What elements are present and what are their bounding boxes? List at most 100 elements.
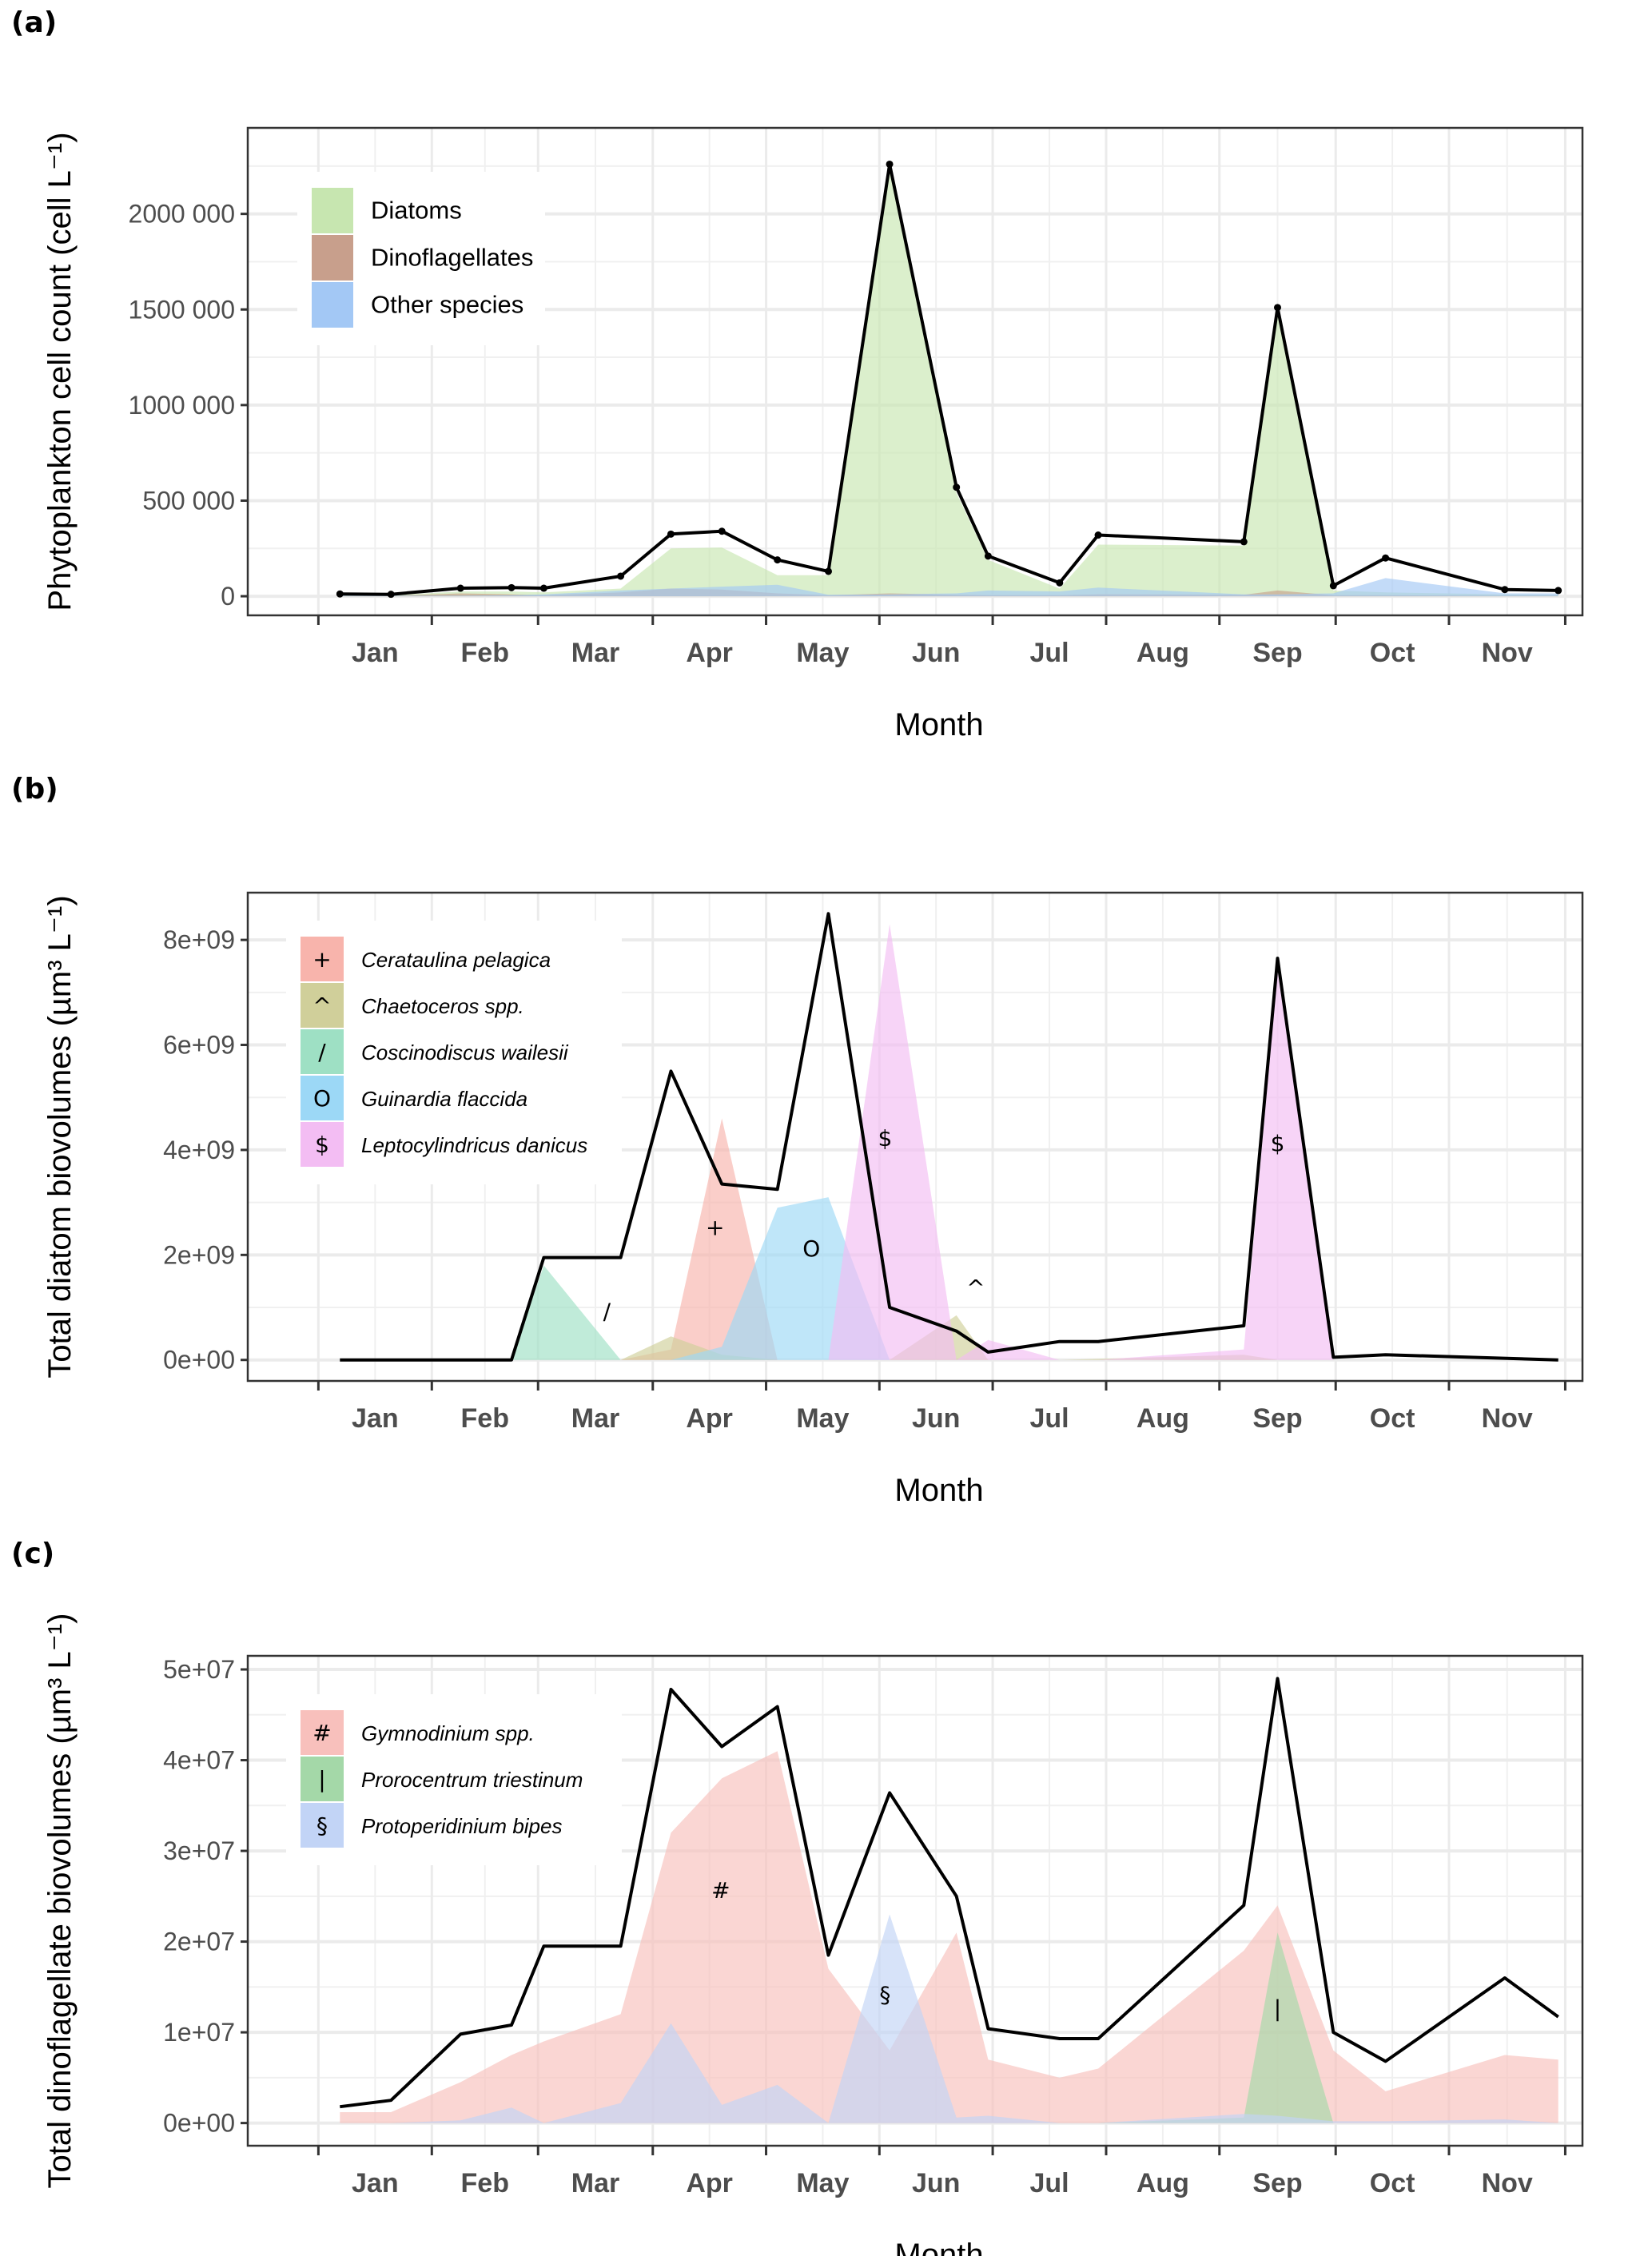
x-tick-label: Sep (1252, 2168, 1302, 2198)
cell-count-chart: 0 500 000 1000 000 1500 000 2000 000 Jan Feb Ma… (42, 126, 1584, 742)
area-prorocentrum-triestinum (340, 1932, 1558, 2123)
legend-label: Leptocylindricus danicus (361, 1133, 587, 1157)
area-symbol-label: O (802, 1235, 820, 1262)
diatom-biovolume-chart: + ^ / O $ $0e+00 2e+09 4e+09 6e+09 8e+09 Jan Feb Mar… (42, 891, 1584, 1508)
area-series (340, 1751, 1558, 2123)
legend-key-symbol: O (313, 1085, 331, 1112)
legend-label: Coscinodiscus wailesii (361, 1040, 569, 1064)
x-tick-label: Apr (686, 1403, 733, 1434)
total-point (1094, 531, 1102, 539)
x-tick-label: Apr (686, 2168, 733, 2198)
total-line (340, 1677, 1559, 2109)
total-point (1056, 579, 1064, 587)
x-tick-label: Mar (571, 1403, 619, 1434)
legend-label: Diatoms (371, 197, 462, 225)
area-protoperidinium-bipes (340, 1914, 1558, 2123)
legend-key (301, 1029, 344, 1074)
area-other-species (340, 578, 1558, 597)
panel-label: (b) (11, 773, 58, 806)
y-tick-label: 5e+07 (163, 1655, 235, 1684)
y-tick-label: 6e+09 (163, 1031, 235, 1060)
area-symbol-label: $ (1271, 1130, 1285, 1156)
area-symbol-label: # (711, 1877, 730, 1904)
legend-key (312, 235, 353, 281)
y-tick-label: 0e+00 (163, 1346, 235, 1375)
x-tick-label: Mar (571, 638, 619, 668)
y-tick-label: 500 000 (142, 486, 235, 515)
area-series (340, 169, 1558, 597)
y-axis-title: Total diatom biovolumes (µm³ L⁻¹) (42, 895, 78, 1378)
legend-label: Prorocentrum triestinum (361, 1768, 583, 1792)
panel-label: (c) (11, 1538, 55, 1570)
panel-label: (a) (11, 6, 58, 39)
total-point (539, 584, 547, 592)
area-symbol-label: ^ (966, 1275, 985, 1301)
x-tick-label: Jun (912, 638, 960, 668)
area-diatoms (340, 169, 1558, 597)
legend: # Gymnodinium spp. | Prorocentrum triestinu… (286, 1694, 622, 1865)
area-series (340, 924, 1558, 1360)
panel-a: (a) 0 500 000 1000 000 1500 000 2000 000 Jan F… (0, 0, 1652, 751)
legend-label: Chaetoceros spp. (361, 994, 524, 1018)
legend-key (312, 282, 353, 328)
x-tick-label: Aug (1136, 638, 1189, 668)
x-tick-label: Feb (461, 2168, 509, 2198)
legend-label: Cerataulina pelagica (361, 948, 551, 972)
x-axis-title: Month (894, 707, 983, 742)
total-point (953, 483, 961, 491)
x-tick-label: Oct (1370, 1403, 1415, 1434)
x-tick-label: Sep (1252, 638, 1302, 668)
y-tick-label: 1500 000 (129, 295, 235, 324)
legend-key (301, 937, 344, 981)
legend-key-symbol: ^ (312, 993, 331, 1019)
total-point (1273, 304, 1281, 312)
legend-key (301, 1710, 344, 1755)
legend-key-symbol: + (312, 946, 331, 973)
legend-key (301, 1803, 344, 1848)
legend-label: Other species (371, 291, 523, 319)
total-point (617, 572, 625, 580)
x-tick-label: Feb (461, 1403, 509, 1434)
y-tick-label: 3e+07 (163, 1836, 235, 1865)
plot-border (246, 891, 1584, 1383)
x-axis-title: Month (894, 2238, 983, 2256)
total-point (825, 567, 833, 575)
x-tick-label: Mar (571, 2168, 619, 2198)
area-symbol-label: § (879, 1982, 890, 2008)
total-point (774, 556, 782, 564)
x-tick-label: May (796, 2168, 849, 2198)
panel-c: (c) # | § 0e+00 1e+07 2e+07 3e+07 4e+07 5e+07 Jan… (0, 1528, 1652, 2260)
legend-label: Gymnodinium spp. (361, 1721, 535, 1745)
x-tick-label: Oct (1370, 2168, 1415, 2198)
total-point (1501, 586, 1509, 594)
legend-key (301, 1757, 344, 1801)
x-tick-label: May (796, 1403, 849, 1434)
total-line (340, 912, 1558, 1362)
y-tick-label: 2e+09 (163, 1240, 235, 1269)
total-point (336, 590, 344, 598)
area-symbol-label: + (706, 1214, 724, 1240)
legend-label: Guinardia flaccida (361, 1087, 527, 1111)
x-tick-label: Feb (461, 638, 509, 668)
total-point (508, 583, 516, 591)
legend-key-symbol: | (318, 1766, 325, 1792)
x-tick-label: Aug (1136, 2168, 1189, 2198)
legend-key-symbol: $ (315, 1132, 329, 1158)
area-gymnodinium-spp- (340, 1751, 1558, 2123)
legend-key (312, 188, 353, 233)
area-symbol-label: | (1274, 1995, 1281, 2022)
x-tick-label: Jan (352, 1403, 399, 1434)
total-point (667, 530, 675, 538)
area-leptocylindricus-danicus (340, 924, 1558, 1360)
total-point (886, 160, 894, 168)
x-axis-title: Month (894, 1473, 983, 1508)
x-tick-label: Jul (1029, 2168, 1069, 2198)
y-axis-title: Total dinoflagellate biovolumes (µm³ L⁻¹… (42, 1613, 78, 2188)
x-tick-label: Nov (1482, 638, 1533, 668)
x-tick-label: Jul (1029, 1403, 1069, 1434)
legend-key-symbol: / (318, 1039, 326, 1065)
x-tick-label: Jul (1029, 638, 1069, 668)
y-axis-title: Phytoplankton cell count (cell L⁻¹) (42, 132, 78, 611)
total-point (1329, 582, 1337, 590)
y-tick-label: 2e+07 (163, 1928, 235, 1956)
